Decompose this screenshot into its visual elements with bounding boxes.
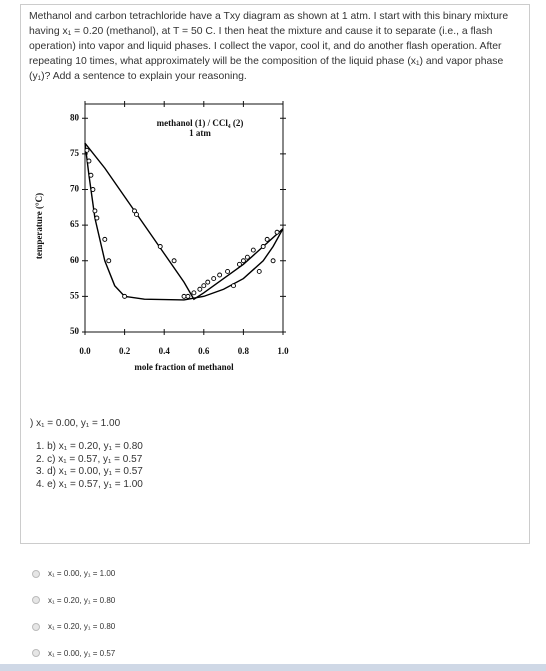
- data-point: [225, 268, 231, 274]
- option[interactable]: x₁ = 0.20, y₁ = 0.80: [32, 622, 115, 631]
- data-point: [102, 236, 108, 242]
- data-point: [92, 208, 98, 214]
- data-point: [86, 158, 92, 164]
- plot-frame: [84, 103, 284, 333]
- data-point: [260, 244, 266, 249]
- data-point: [274, 229, 280, 235]
- y-tick-label: 75: [70, 148, 80, 158]
- data-point: [185, 293, 191, 299]
- x-tick-label: 0.6: [198, 346, 210, 356]
- y-tick-label: 50: [70, 326, 80, 336]
- x-axis-label: mole fraction of methanol: [134, 362, 234, 372]
- list-item: 4. e) x₁ = 0.57, y₁ = 1.00: [36, 478, 143, 490]
- data-point: [90, 187, 96, 192]
- option-text: x₁ = 0.20, y₁ = 0.80: [48, 622, 116, 631]
- data-point: [240, 258, 246, 264]
- data-point: [181, 293, 187, 299]
- data-point: [217, 272, 223, 278]
- x-tick-label: 0.0: [79, 346, 91, 356]
- radio-button[interactable]: [32, 569, 40, 578]
- data-point: [201, 283, 207, 289]
- list-item: 1. b) x₁ = 0.20, y₁ = 0.80: [36, 441, 143, 452]
- data-point: [205, 279, 211, 285]
- data-point: [132, 208, 137, 214]
- data-point: [122, 293, 128, 299]
- question-frame: [20, 4, 530, 544]
- x-tick-label: 1.0: [277, 346, 289, 356]
- data-point: [231, 283, 236, 289]
- answer-line: ) x₁ = 0.00, y₁ = 1.00: [30, 418, 121, 429]
- data-point: [244, 254, 250, 260]
- y-tick-label: 80: [70, 112, 80, 122]
- data-point: [264, 236, 270, 242]
- curve: [84, 143, 284, 301]
- question-text: Methanol and carbon tetrachloride have a…: [29, 11, 509, 82]
- x-tick-label: 0.4: [159, 346, 171, 356]
- y-tick-label: 60: [70, 255, 80, 265]
- option[interactable]: x₁ = 0.00, y₁ = 0.57: [32, 649, 115, 658]
- data-point: [191, 290, 197, 296]
- option-text: x₁ = 0.20, y₁ = 0.80: [48, 595, 116, 605]
- chart-subtitle: 1 atm: [189, 128, 211, 138]
- y-tick-label: 65: [70, 219, 80, 229]
- list-item: 3. d) x₁ = 0.00, y₁ = 0.57: [36, 466, 143, 477]
- radio-button[interactable]: [32, 622, 40, 631]
- x-tick-label: 0.2: [119, 346, 131, 356]
- data-point: [171, 258, 177, 264]
- data-point: [250, 247, 256, 253]
- chart-title: methanol (1) / CCl₄ (2): [157, 118, 244, 128]
- option[interactable]: x₁ = 0.20, y₁ = 0.80: [32, 596, 115, 605]
- y-tick-label: 55: [70, 290, 80, 300]
- y-tick-label: 70: [70, 184, 80, 194]
- x-tick-label: 0.8: [238, 346, 250, 356]
- curve: [84, 142, 284, 301]
- list-item: 2. c) x₁ = 0.57, y₁ = 0.57: [36, 453, 143, 465]
- y-axis-label: temperature (°C): [34, 193, 44, 259]
- option-text: x₁ = 0.00, y₁ = 0.57: [48, 648, 116, 658]
- radio-button[interactable]: [32, 596, 40, 604]
- data-point: [84, 147, 90, 153]
- radio-button[interactable]: [32, 649, 40, 657]
- data-point: [94, 215, 100, 221]
- data-point: [157, 244, 163, 249]
- taskbar: [0, 664, 546, 671]
- data-point: [270, 258, 276, 264]
- data-point: [211, 276, 217, 282]
- option[interactable]: x₁ = 0.00, y₁ = 1.00: [32, 569, 115, 578]
- option-text: x₁ = 0.00, y₁ = 1.00: [48, 569, 116, 578]
- data-point: [134, 211, 139, 217]
- data-point: [88, 172, 94, 178]
- data-point: [236, 261, 242, 267]
- choice-list: 1. b) x₁ = 0.20, y₁ = 0.80 2. c) x₁ = 0.5…: [36, 441, 143, 491]
- data-point: [197, 286, 203, 292]
- data-point: [256, 268, 262, 274]
- data-point: [106, 258, 112, 264]
